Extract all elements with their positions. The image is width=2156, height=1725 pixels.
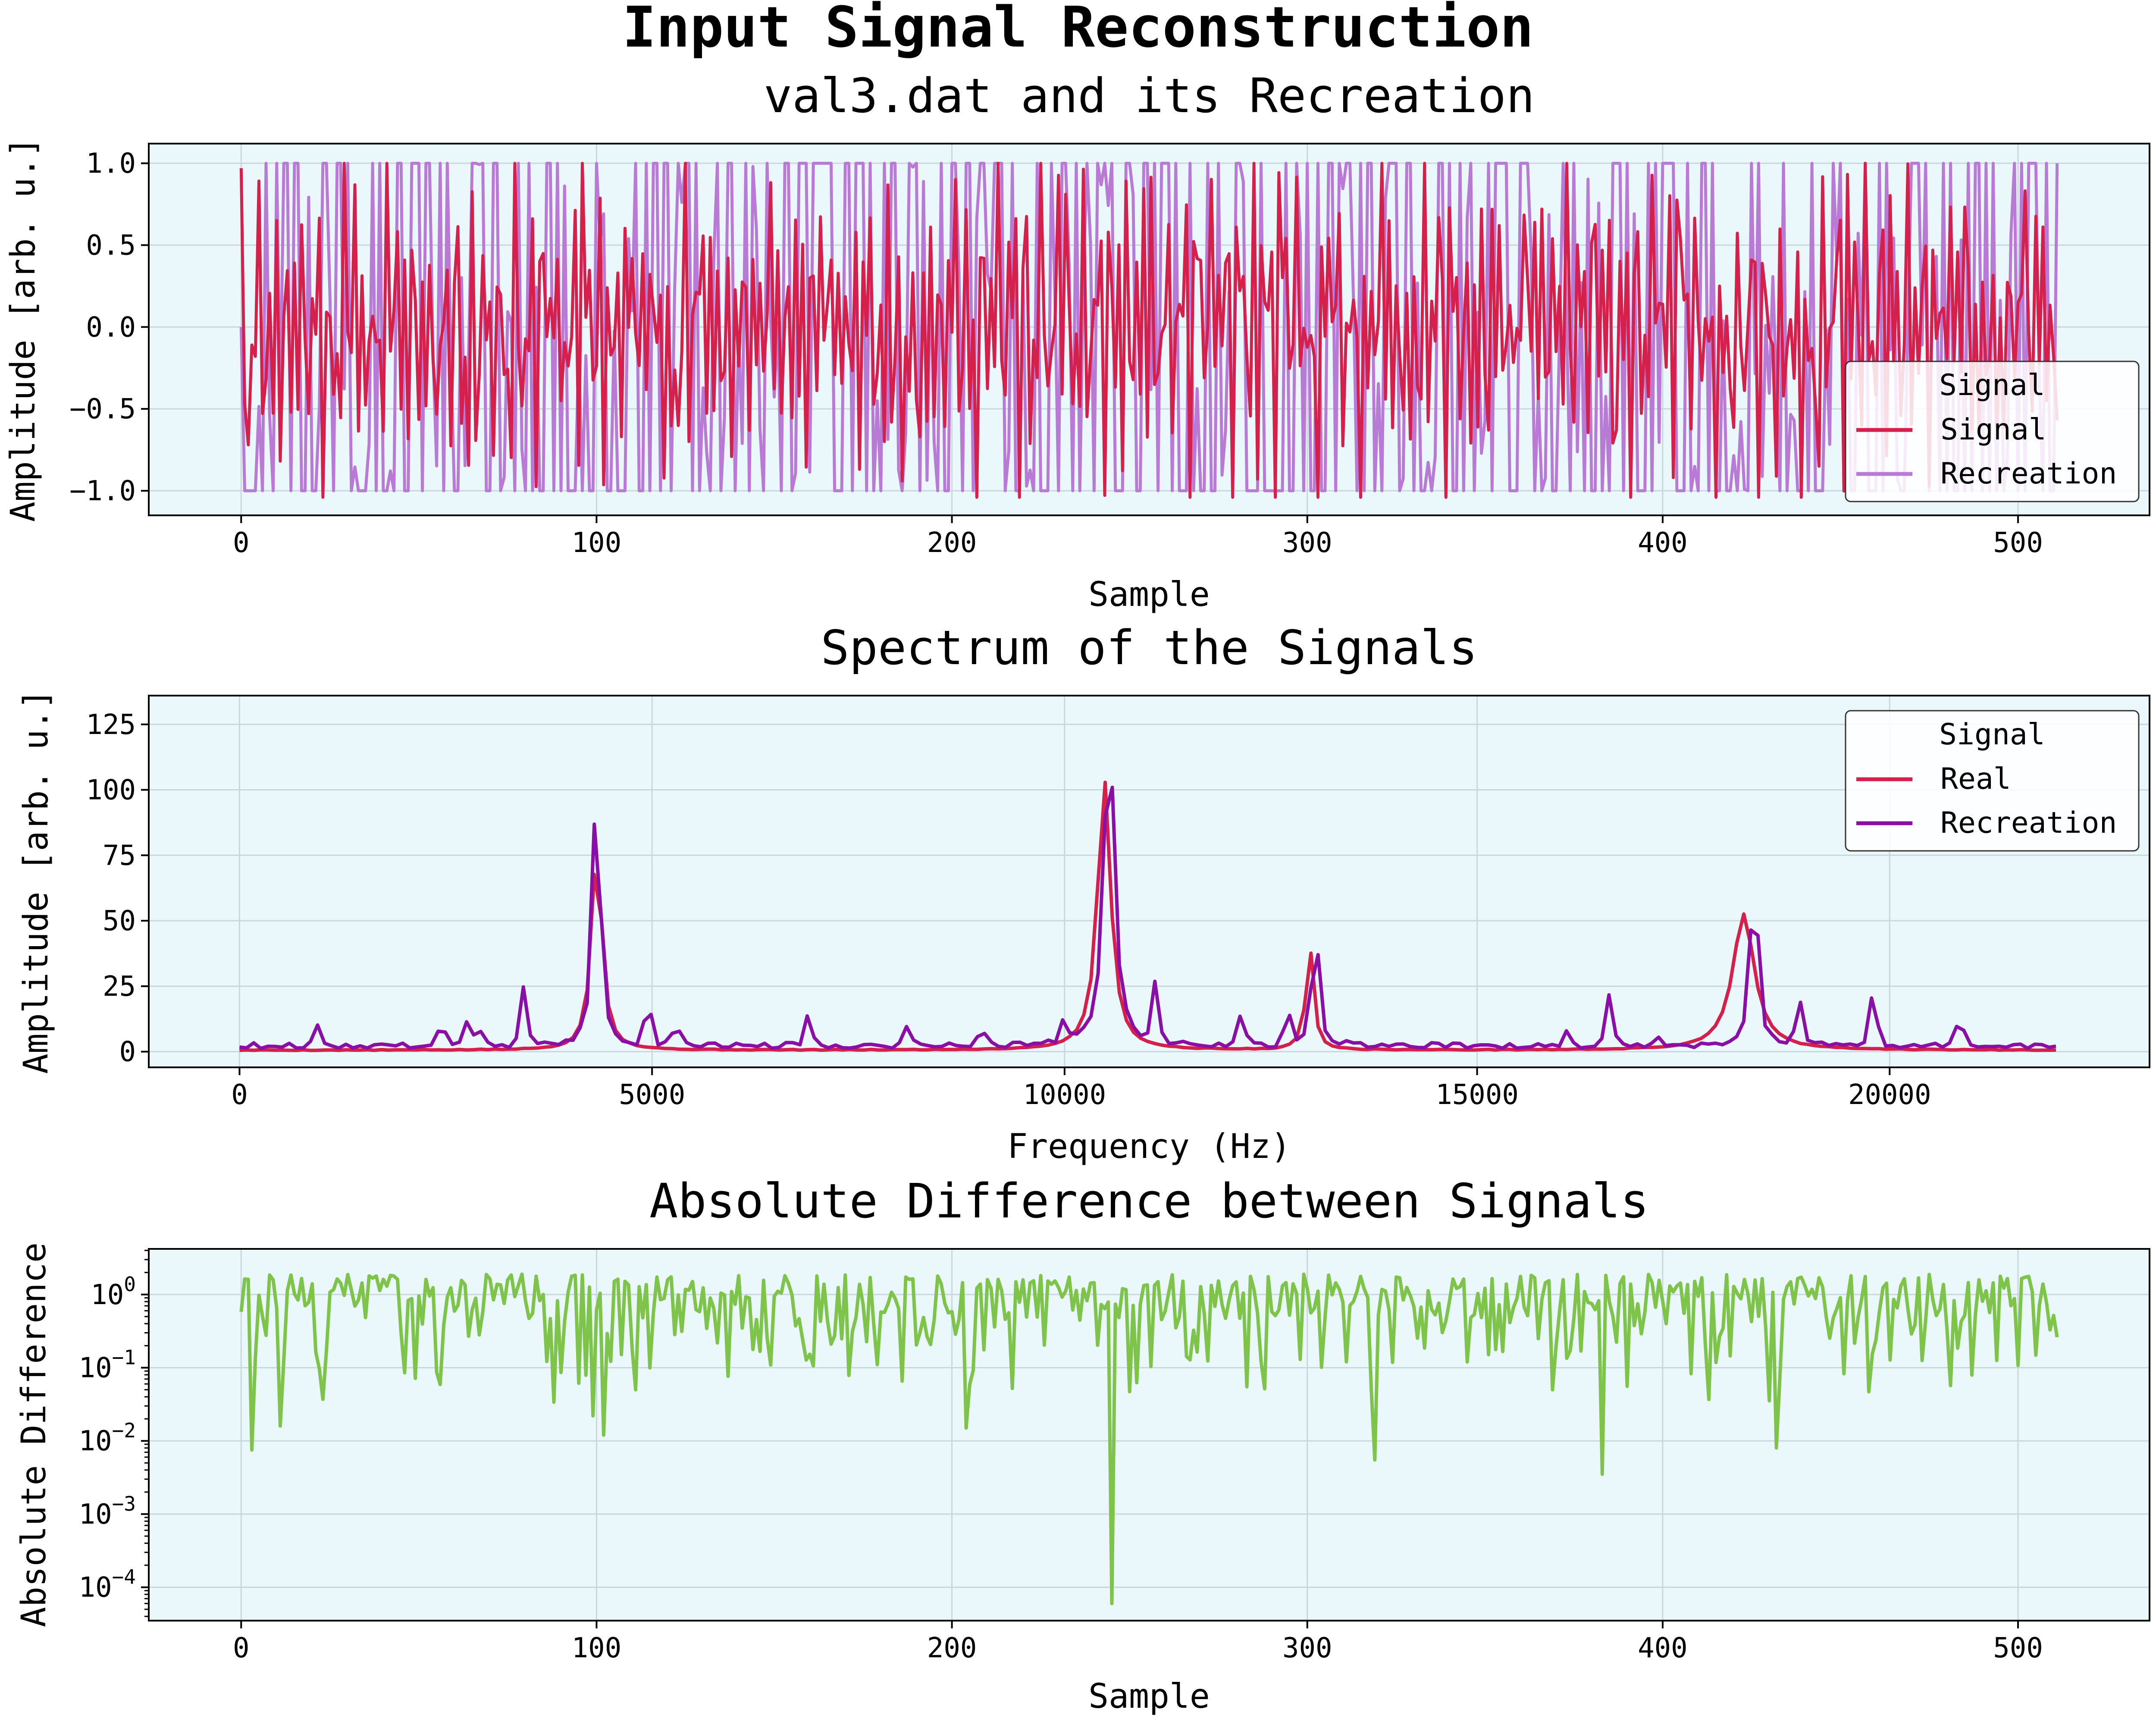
- x-tick-label: 200: [927, 1632, 977, 1664]
- spectrum-series: [239, 781, 2056, 1052]
- spectrum-axes-frame: [148, 695, 2150, 1068]
- y-tick-label: 10−2: [79, 1419, 136, 1457]
- spectrum-title: Spectrum of the Signals: [821, 620, 1477, 675]
- y-tick-label: 0: [119, 1036, 136, 1068]
- signal-series-line: [239, 162, 2059, 499]
- x-tick-label: 100: [572, 1632, 622, 1664]
- x-tick-label: 300: [1282, 1632, 1332, 1664]
- difference-title: Absolute Difference between Signals: [649, 1173, 1649, 1229]
- figure-title: Input Signal Reconstruction: [622, 0, 1533, 60]
- difference-axes-frame: [148, 1248, 2150, 1622]
- recreation-spectrum-line: [239, 785, 2056, 1051]
- difference-panel: 0 100 200 300 400 500 100 10−1 10−2 10−3 10−4 Abso…: [15, 1173, 2150, 1716]
- spectrum-legend-label-recreation: Recreation: [1940, 806, 2117, 840]
- spectrum-legend-box: [1845, 710, 2140, 852]
- x-tick-label: 0: [233, 1632, 250, 1664]
- y-tick-label: 125: [86, 709, 136, 741]
- x-tick-label: 500: [1993, 1632, 2043, 1664]
- difference-xlabel: Sample: [1088, 1677, 1210, 1716]
- spectrum-panel: 0 5000 10000 15000 20000 0 25 50 75 100 125 Spectr…: [17, 620, 2150, 1166]
- x-tick-label: 500: [1993, 527, 2043, 559]
- x-tick-label: 300: [1282, 527, 1332, 559]
- time-legend-label-recreation: Recreation: [1940, 457, 2117, 491]
- y-tick-label: −0.5: [69, 393, 136, 425]
- difference-ticks: 0 100 200 300 400 500 100 10−1 10−2 10−3 10−4: [79, 1250, 2043, 1664]
- spectrum-ticks: 0 5000 10000 15000 20000 0 25 50 75 100 125: [86, 709, 1931, 1111]
- time-title: val3.dat and its Recreation: [764, 68, 1535, 123]
- spectrum-axes-background: [149, 696, 2150, 1067]
- real-spectrum-line: [239, 781, 2056, 1052]
- x-tick-label: 15000: [1435, 1079, 1519, 1111]
- time-legend: Signal Signal Recreation: [1845, 361, 2140, 502]
- time-ylabel: Amplitude [arb. u.]: [4, 137, 43, 522]
- y-tick-label: 1.0: [86, 148, 136, 180]
- y-tick-label: 10−3: [79, 1492, 136, 1531]
- x-tick-label: 0: [233, 527, 250, 559]
- y-tick-label: 0.0: [86, 311, 136, 343]
- difference-series-line: [239, 1272, 2059, 1606]
- x-tick-label: 20000: [1848, 1079, 1931, 1111]
- time-legend-box: [1845, 361, 2140, 502]
- y-tick-label: 10−4: [79, 1565, 136, 1604]
- y-tick-label: 25: [103, 971, 136, 1003]
- spectrum-legend-label-real: Real: [1940, 762, 2011, 796]
- x-tick-label: 200: [927, 527, 977, 559]
- x-tick-label: 10000: [1023, 1079, 1106, 1111]
- spectrum-legend: Signal Real Recreation: [1845, 710, 2140, 852]
- x-tick-label: 400: [1638, 527, 1688, 559]
- y-tick-label: 10−1: [79, 1346, 136, 1384]
- difference-ylabel: Absolute Difference: [15, 1242, 53, 1627]
- spectrum-ylabel: Amplitude [arb. u.]: [17, 689, 56, 1074]
- time-series: [239, 162, 2059, 499]
- y-tick-label: 75: [103, 840, 136, 872]
- x-tick-label: 100: [572, 527, 622, 559]
- y-tick-label: 100: [91, 1273, 136, 1311]
- time-axes-frame: [148, 143, 2150, 516]
- difference-series: [239, 1272, 2059, 1606]
- x-tick-label: 5000: [619, 1079, 685, 1111]
- y-tick-label: 100: [86, 775, 136, 806]
- spectrum-legend-title: Signal: [1939, 718, 2045, 752]
- spectrum-grid: [149, 696, 2150, 1067]
- x-tick-label: 400: [1638, 1632, 1688, 1664]
- y-tick-label: 50: [103, 905, 136, 937]
- y-tick-label: 0.5: [86, 229, 136, 261]
- y-tick-label: −1.0: [69, 475, 136, 507]
- time-ticks: 0 100 200 300 400 500 1.0 0.5 0.0 −0.5 −1.0: [69, 148, 2043, 559]
- time-xlabel: Sample: [1088, 575, 1210, 614]
- time-legend-label-signal: Signal: [1940, 413, 2046, 447]
- time-panel: 0 100 200 300 400 500 1.0 0.5 0.0 −0.5 −1.0 val3.d…: [4, 68, 2150, 614]
- time-legend-title: Signal: [1939, 368, 2045, 402]
- spectrum-xlabel: Frequency (Hz): [1007, 1127, 1291, 1166]
- x-tick-label: 0: [231, 1079, 248, 1111]
